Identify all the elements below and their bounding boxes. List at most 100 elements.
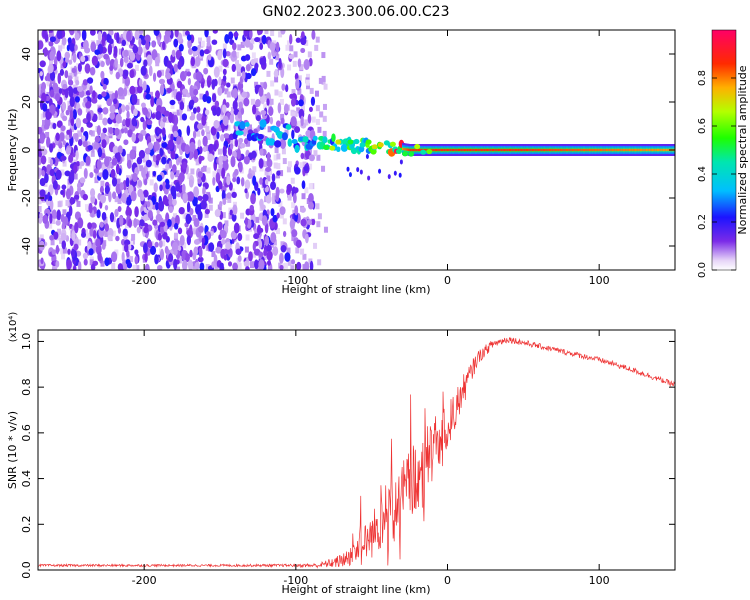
spectrogram-cell (151, 112, 156, 120)
spectrogram-cell (159, 221, 166, 227)
y-tick-label: 20 (20, 95, 33, 109)
spectrogram-cell (156, 209, 160, 215)
spectrogram-cell (286, 247, 291, 254)
spectrogram-cell (255, 216, 260, 223)
spectrogram-cell (213, 119, 220, 129)
spectrogram-cell (517, 148, 520, 152)
spectrogram-cell (39, 71, 43, 77)
spectrogram-cell (70, 196, 74, 206)
spectrogram-cell (541, 148, 544, 152)
spectrogram-cell (664, 148, 666, 152)
spectrogram-cell (387, 174, 391, 180)
spectrogram-cell (135, 265, 140, 270)
spectrogram-cell (263, 161, 268, 168)
spectrogram-cell (181, 259, 188, 270)
spectrogram-cell (133, 218, 138, 228)
spectrogram-cell (78, 261, 82, 270)
spectrogram-cell (131, 132, 136, 143)
spectrogram-cell (58, 45, 63, 52)
spectrogram-cell (525, 148, 528, 152)
spectrogram-cell (92, 229, 97, 239)
spectrogram-cell (202, 186, 206, 196)
spectrogram-cell (633, 148, 636, 152)
spectrogram-cell (103, 53, 110, 60)
spectrogram-cell (293, 51, 298, 58)
spectrogram-cell (99, 185, 104, 194)
spectrogram-cell (486, 148, 489, 152)
spectrogram-cell (57, 201, 62, 208)
spectrogram-cell (568, 148, 571, 152)
spectrogram-cell (264, 169, 269, 176)
spectrogram-cell (100, 180, 105, 187)
spectrogram-cell (222, 198, 227, 206)
spectrogram-cell (67, 248, 71, 255)
spectrogram-cell (281, 132, 288, 141)
spectrogram-cell (114, 120, 119, 127)
spectrogram-cell (93, 168, 99, 174)
spectrogram-cell (161, 240, 166, 247)
spectrogram-cell (154, 56, 161, 65)
spectrogram-cell (114, 90, 119, 100)
spectrogram-cell (124, 39, 129, 46)
spectrogram-cell (132, 146, 137, 153)
spectrogram-cell (310, 218, 316, 226)
spectrogram-cell (73, 164, 78, 174)
spectrogram-cell (249, 262, 254, 269)
spectrogram-cell (206, 130, 211, 137)
spectrogram-cell (613, 148, 615, 152)
spectrogram-cell (218, 155, 223, 166)
spectrogram-cell (440, 148, 443, 152)
spectrogram-cell (100, 60, 105, 68)
spectrogram-cell (469, 148, 472, 152)
spectrogram-cell (300, 152, 305, 160)
spectrogram-cell (225, 241, 232, 250)
spectrogram-cell (196, 113, 203, 121)
spectrogram-cell (250, 58, 256, 66)
spectrogram-cell (38, 156, 42, 166)
spectrogram-cell (173, 89, 178, 96)
spectrogram-cell (85, 83, 90, 90)
spectrogram-cell (69, 169, 75, 181)
spectrogram-cell (530, 148, 533, 152)
spectrogram-cell (294, 99, 299, 106)
spectrogram-cell (221, 123, 225, 133)
spectrogram-cell (300, 115, 304, 127)
spectrogram-cell (258, 239, 263, 249)
spectrogram-cell (226, 192, 232, 199)
spectrogram-cell (141, 39, 147, 46)
spectrogram-cell (299, 162, 304, 169)
spectrogram-cell (212, 99, 217, 106)
spectrogram-cell (414, 143, 421, 150)
spectrogram-cell (551, 148, 554, 152)
spectrogram-cell (291, 259, 296, 265)
spectrogram-cell (136, 156, 143, 165)
spectrogram-cell (518, 148, 521, 152)
spectrogram-cell (181, 251, 186, 260)
spectrogram-cell (365, 153, 369, 159)
spectrogram-cell (129, 85, 136, 95)
spectrogram-cell (156, 153, 161, 161)
spectrogram-cell (257, 124, 261, 132)
spectrogram-cell (123, 139, 129, 146)
spectrogram-cell (255, 114, 261, 122)
spectrogram-cell (655, 148, 658, 152)
spectrogram-cell (90, 263, 96, 270)
spectrogram-cell (84, 63, 91, 74)
spectrogram-cell (108, 127, 114, 135)
spectrogram-cell (466, 148, 469, 152)
spectrogram-cell (234, 138, 239, 148)
spectrogram-cell (156, 70, 162, 78)
spectrogram-cell (194, 50, 198, 56)
spectrogram-cell (528, 148, 530, 152)
spectrogram-cell (317, 126, 322, 133)
spectrogram-cell (279, 252, 284, 264)
spectrogram-cell (291, 139, 298, 144)
spectrogram-cell (235, 63, 243, 72)
spectrogram-cell (268, 106, 274, 117)
spectrogram-cell (347, 139, 354, 145)
spectrogram-cell (69, 96, 75, 108)
spectrogram-cell (56, 30, 63, 40)
spectrogram-cell (77, 86, 84, 92)
spectrogram-cell (377, 142, 384, 148)
spectrogram-cell (113, 98, 118, 105)
